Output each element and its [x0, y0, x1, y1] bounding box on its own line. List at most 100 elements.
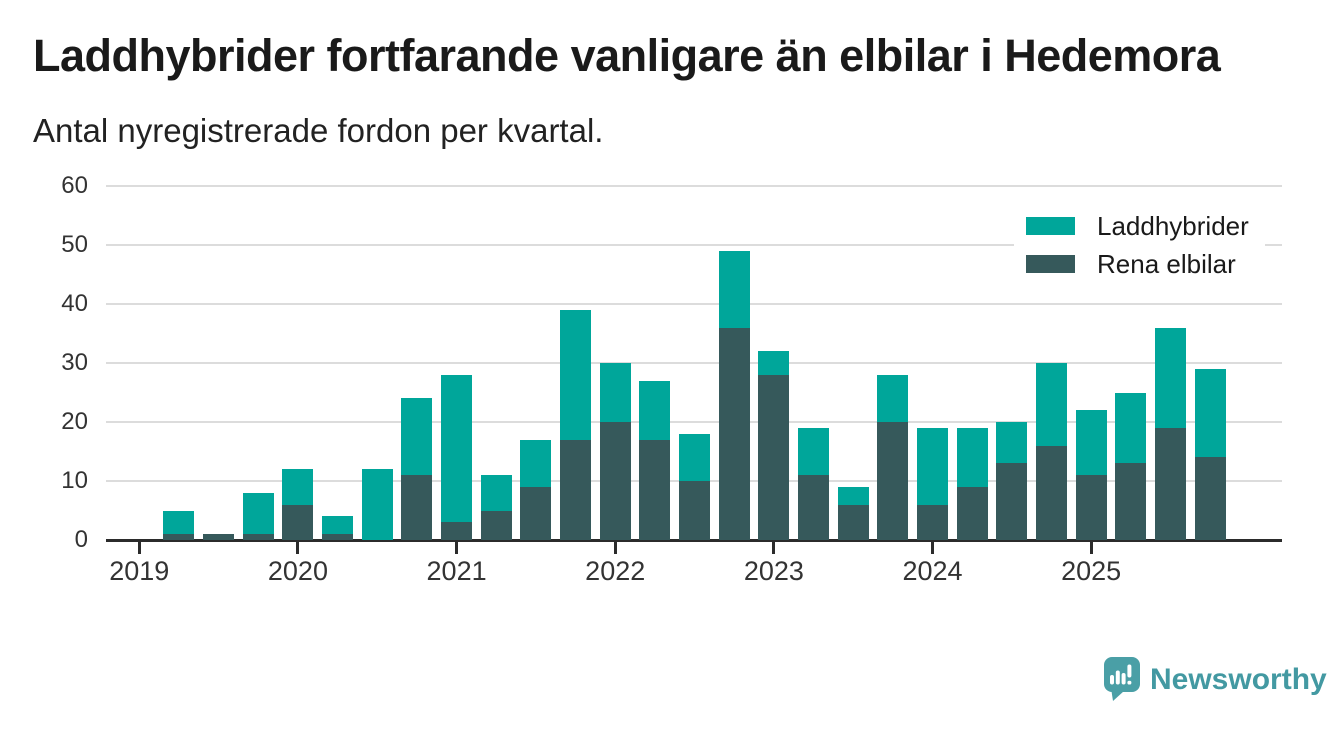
- bar-segment-rena-elbilar: [877, 422, 909, 540]
- bar-segment-laddhybrider: [837, 486, 869, 505]
- bar-segment-rena-elbilar: [1194, 457, 1226, 540]
- bar-segment-rena-elbilar: [639, 439, 671, 540]
- legend-item-laddhybrider: Laddhybrider: [1026, 211, 1249, 241]
- x-axis-year-label-2024: 2024: [902, 556, 963, 586]
- bar-segment-rena-elbilar: [480, 510, 512, 540]
- gridline-y-40: [106, 303, 1282, 305]
- bar-2019-q3: [203, 534, 235, 540]
- bar-2024-q1: [917, 427, 948, 540]
- bar-segment-rena-elbilar: [679, 481, 711, 540]
- bar-segment-rena-elbilar: [758, 374, 790, 540]
- bar-2019-q2: [163, 510, 195, 540]
- bar-2020-q3: [361, 469, 393, 540]
- y-axis-label-30: 30: [61, 349, 88, 376]
- bar-2024-q2: [956, 427, 988, 540]
- bar-2021-q4: [560, 309, 592, 540]
- bar-2022-q1: [599, 363, 631, 540]
- bar-segment-laddhybrider: [1115, 392, 1147, 464]
- legend-swatch-laddhybrider: [1026, 217, 1075, 235]
- bar-2023-q2: [798, 427, 830, 540]
- x-axis-tick-2023: [772, 541, 776, 554]
- bar-segment-laddhybrider: [282, 469, 314, 505]
- bar-segment-rena-elbilar: [837, 504, 869, 540]
- bar-segment-laddhybrider: [322, 516, 354, 535]
- bar-2025-q4: [1194, 368, 1226, 540]
- bar-2021-q1: [441, 374, 473, 540]
- x-axis-tick-2020: [296, 541, 300, 554]
- chart-subtitle: Antal nyregistrerade fordon per kvartal.: [33, 112, 604, 149]
- bar-segment-rena-elbilar: [798, 475, 830, 540]
- newsworthy-logo: Newsworthy: [1103, 656, 1327, 702]
- bar-segment-rena-elbilar: [322, 534, 354, 540]
- legend-label-laddhybrider: Laddhybrider: [1097, 210, 1249, 241]
- x-axis-year-label-2019: 2019: [109, 556, 170, 586]
- bar-segment-rena-elbilar: [560, 439, 592, 540]
- x-axis-year-label-2022: 2022: [585, 556, 646, 586]
- y-axis-label-20: 20: [61, 408, 88, 435]
- x-axis-tick-2024: [931, 541, 934, 554]
- bar-2023-q4: [877, 374, 909, 540]
- gridline-y-50: [106, 244, 1282, 246]
- bar-segment-rena-elbilar: [1075, 475, 1107, 540]
- bar-segment-laddhybrider: [798, 427, 830, 476]
- bar-2024-q4: [1035, 363, 1067, 540]
- bar-segment-laddhybrider: [1194, 368, 1226, 458]
- bar-segment-laddhybrider: [996, 422, 1028, 464]
- chart-title: Laddhybrider fortfarande vanligare än el…: [33, 30, 1221, 81]
- bar-segment-laddhybrider: [520, 439, 552, 487]
- bar-segment-laddhybrider: [1154, 327, 1186, 428]
- bar-segment-laddhybrider: [679, 433, 711, 481]
- bar-segment-laddhybrider: [163, 510, 195, 535]
- y-axis-label-10: 10: [61, 467, 88, 494]
- y-axis-label-0: 0: [74, 526, 88, 553]
- x-axis-year-label-2021: 2021: [426, 556, 487, 586]
- bar-2022-q3: [679, 433, 711, 540]
- bar-segment-laddhybrider: [758, 351, 790, 375]
- y-axis-label-40: 40: [61, 290, 88, 317]
- bar-segment-rena-elbilar: [996, 463, 1028, 540]
- bar-2025-q1: [1075, 410, 1107, 540]
- x-axis-tick-2019: [137, 541, 141, 554]
- x-axis-line: [106, 539, 1282, 542]
- bar-segment-rena-elbilar: [1154, 427, 1186, 540]
- bar-2020-q1: [282, 469, 314, 540]
- bar-segment-rena-elbilar: [401, 475, 433, 540]
- bar-segment-rena-elbilar: [441, 522, 473, 540]
- bar-segment-laddhybrider: [441, 374, 473, 523]
- newsworthy-brand-text: Newsworthy: [1150, 663, 1327, 696]
- x-axis-year-label-2020: 2020: [267, 556, 328, 586]
- bar-segment-laddhybrider: [917, 427, 948, 505]
- bar-2023-q1: [758, 351, 790, 540]
- bar-segment-rena-elbilar: [203, 534, 235, 540]
- bar-segment-laddhybrider: [599, 363, 631, 422]
- bar-segment-rena-elbilar: [1115, 463, 1147, 540]
- y-axis-label-60: 60: [61, 172, 88, 199]
- bar-2020-q2: [322, 516, 354, 540]
- bar-2021-q3: [520, 439, 552, 540]
- bar-segment-laddhybrider: [877, 374, 909, 422]
- bar-segment-rena-elbilar: [956, 486, 988, 540]
- bar-2023-q3: [837, 486, 869, 540]
- bar-segment-rena-elbilar: [1035, 445, 1067, 540]
- plot-area: [106, 185, 1282, 542]
- x-axis-year-label-2025: 2025: [1061, 556, 1122, 586]
- bar-segment-rena-elbilar: [520, 486, 552, 540]
- newsworthy-speech-bubble-chart-icon: [1104, 657, 1140, 701]
- legend-item-rena-elbilar: Rena elbilar: [1026, 249, 1249, 279]
- bar-segment-laddhybrider: [718, 250, 750, 328]
- bar-segment-laddhybrider: [956, 427, 988, 487]
- bar-segment-rena-elbilar: [718, 327, 750, 540]
- bar-2025-q3: [1154, 327, 1186, 540]
- bar-segment-rena-elbilar: [599, 422, 631, 540]
- bar-segment-laddhybrider: [242, 492, 274, 535]
- bar-segment-laddhybrider: [480, 475, 512, 511]
- bar-segment-laddhybrider: [401, 398, 433, 476]
- bar-segment-laddhybrider: [639, 380, 671, 440]
- x-axis-year-label-2023: 2023: [743, 556, 804, 586]
- bar-segment-laddhybrider: [1075, 410, 1107, 476]
- legend: Laddhybrider Rena elbilar: [1014, 201, 1265, 289]
- bar-2021-q2: [480, 475, 512, 540]
- x-axis-tick-2021: [455, 541, 459, 554]
- bar-segment-laddhybrider: [1035, 363, 1067, 446]
